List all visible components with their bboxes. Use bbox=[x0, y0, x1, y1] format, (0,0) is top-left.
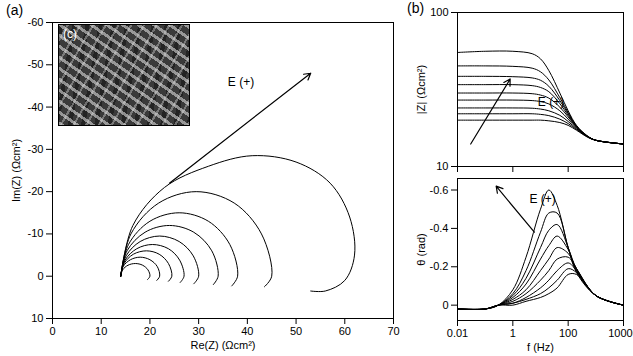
svg-text:1: 1 bbox=[510, 327, 516, 339]
svg-text:-0.2: -0.2 bbox=[430, 260, 449, 272]
svg-text:|Z| (Ωcm²): |Z| (Ωcm²) bbox=[415, 65, 427, 114]
svg-text:-10: -10 bbox=[28, 227, 44, 239]
svg-text:Im(Z) (Ωcm²): Im(Z) (Ωcm²) bbox=[10, 139, 22, 202]
svg-text:Re(Z) (Ωcm²): Re(Z) (Ωcm²) bbox=[190, 339, 255, 351]
svg-text:-20: -20 bbox=[28, 185, 44, 197]
svg-text:10000: 10000 bbox=[608, 327, 633, 339]
svg-text:60: 60 bbox=[339, 325, 351, 337]
svg-text:-60: -60 bbox=[28, 16, 44, 28]
svg-text:f (Hz): f (Hz) bbox=[527, 341, 554, 353]
html-text:(b): (b) bbox=[407, 0, 425, 16]
svg-text:50: 50 bbox=[290, 325, 302, 337]
svg-text:E (+): E (+) bbox=[228, 75, 254, 89]
svg-text:20: 20 bbox=[144, 325, 156, 337]
svg-text:-0.4: -0.4 bbox=[430, 222, 449, 234]
svg-text:0: 0 bbox=[37, 270, 43, 282]
svg-text:0: 0 bbox=[442, 299, 448, 311]
svg-text:10: 10 bbox=[31, 312, 43, 324]
svg-text:30: 30 bbox=[193, 325, 205, 337]
svg-text:-50: -50 bbox=[28, 58, 44, 70]
svg-text:100: 100 bbox=[430, 6, 448, 18]
svg-text:E (+): E (+) bbox=[538, 95, 564, 109]
svg-text:10: 10 bbox=[95, 325, 107, 337]
html-text:(c): (c) bbox=[63, 27, 77, 41]
svg-text:-30: -30 bbox=[28, 143, 44, 155]
svg-text:40: 40 bbox=[241, 325, 253, 337]
svg-text:0.01: 0.01 bbox=[447, 327, 468, 339]
svg-text:θ (rad): θ (rad) bbox=[415, 233, 427, 265]
svg-text:-40: -40 bbox=[28, 101, 44, 113]
svg-text:70: 70 bbox=[387, 325, 399, 337]
svg-text:-0.6: -0.6 bbox=[430, 184, 449, 196]
svg-text:100: 100 bbox=[559, 327, 577, 339]
svg-text:0: 0 bbox=[49, 325, 55, 337]
html-text:(a): (a) bbox=[6, 2, 24, 18]
svg-text:E (+): E (+) bbox=[529, 192, 555, 206]
svg-text:10: 10 bbox=[436, 160, 448, 172]
